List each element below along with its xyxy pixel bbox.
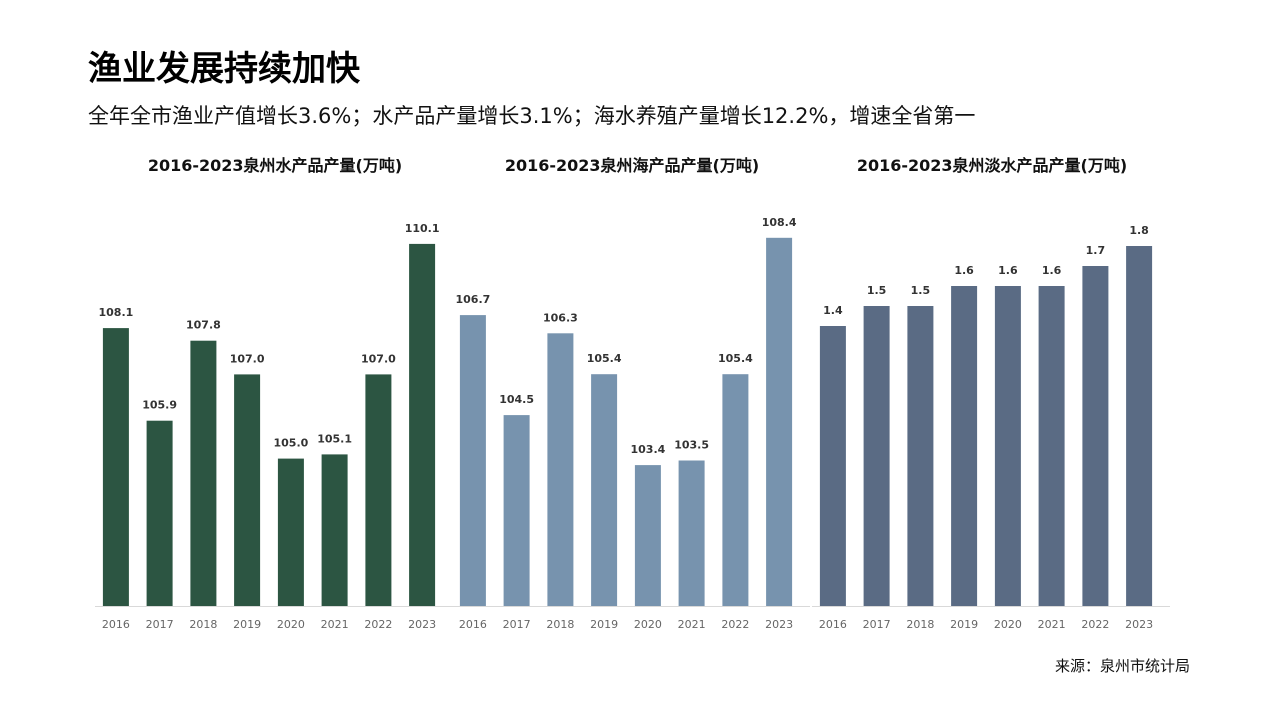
x-tick-label-2019: 2019 [950,618,978,631]
bar-2017 [503,415,530,606]
bar-2019 [234,374,261,606]
bar-2017 [863,306,890,606]
freshwater-products-bar-chart: 1.4 2016 1.5 2017 1.5 2018 1.6 2019 1.6 2020 1.6 20… [812,224,1170,631]
bar-2022 [1082,266,1109,606]
x-tick-label-2023: 2023 [765,618,793,631]
x-tick-label-2021: 2021 [321,618,349,631]
data-label-2020: 105.0 [274,437,309,450]
data-label-2021: 105.1 [317,432,352,445]
bar-2020 [277,458,304,606]
data-label-2021: 1.6 [1042,264,1062,277]
x-tick-label-2019: 2019 [233,618,261,631]
bar-2018 [190,340,217,606]
bar-2019 [951,286,978,606]
freshwater-products-chart: 2016-2023泉州淡水产品产量(万吨) 1.4 2016 1.5 2017 1.5 2… [812,150,1172,640]
x-tick-label-2020: 2020 [634,618,662,631]
x-tick-label-2018: 2018 [906,618,934,631]
source-note: 来源：泉州市统计局 [1054,657,1190,675]
x-tick-label-2018: 2018 [546,618,574,631]
data-label-2016: 108.1 [99,306,134,319]
x-tick-label-2016: 2016 [459,618,487,631]
x-tick-label-2017: 2017 [863,618,891,631]
bar-2017 [146,420,173,606]
data-label-2023: 110.1 [405,222,440,235]
data-label-2019: 1.6 [954,264,974,277]
x-tick-label-2022: 2022 [364,618,392,631]
page-title: 渔业发展持续加快 [88,49,360,89]
bar-2021 [321,454,348,606]
bar-2023 [1126,246,1153,606]
seafood-products-bar-chart: 106.7 2016 104.5 2017 106.3 2018 105.4 2019 103.… [452,216,810,631]
data-label-2023: 1.8 [1129,224,1149,237]
data-label-2022: 1.7 [1086,244,1106,257]
x-tick-label-2022: 2022 [721,618,749,631]
x-tick-label-2018: 2018 [189,618,217,631]
bar-2019 [591,374,618,606]
bar-2021 [678,460,705,606]
bar-2016 [819,326,846,606]
data-label-2018: 106.3 [543,311,578,324]
x-tick-label-2017: 2017 [146,618,174,631]
data-label-2016: 1.4 [823,304,843,317]
chart-title: 2016-2023泉州海产品产量(万吨) [504,156,760,175]
data-label-2017: 104.5 [499,393,534,406]
x-tick-label-2023: 2023 [408,618,436,631]
data-label-2020: 103.4 [631,443,666,456]
chart-title: 2016-2023泉州淡水产品产量(万吨) [856,156,1128,175]
aquatic-products-bar-chart: 108.1 2016 105.9 2017 107.8 2018 107.0 2019 105.… [95,222,453,631]
x-tick-label-2016: 2016 [819,618,847,631]
bar-2016 [459,315,486,606]
data-label-2021: 103.5 [674,439,709,452]
x-tick-label-2016: 2016 [102,618,130,631]
bar-2018 [907,306,934,606]
aquatic-products-chart: 2016-2023泉州水产品产量(万吨) 108.1 2016 105.9 2017 1… [95,150,455,640]
bar-2022 [365,374,392,606]
data-label-2020: 1.6 [998,264,1018,277]
seafood-products-chart: 2016-2023泉州海产品产量(万吨) 106.7 2016 104.5 2017 1… [452,150,812,640]
data-label-2018: 107.8 [186,319,221,332]
bar-2021 [1038,286,1065,606]
data-label-2023: 108.4 [762,216,797,229]
bar-2020 [994,286,1021,606]
x-tick-label-2021: 2021 [678,618,706,631]
x-tick-label-2023: 2023 [1125,618,1153,631]
x-tick-label-2022: 2022 [1081,618,1109,631]
x-tick-label-2017: 2017 [503,618,531,631]
data-label-2017: 105.9 [142,399,177,412]
bar-2023 [766,237,793,607]
data-label-2022: 105.4 [718,352,753,365]
x-tick-label-2019: 2019 [590,618,618,631]
x-tick-label-2020: 2020 [277,618,305,631]
bar-2016 [102,328,129,606]
page-subtitle: 全年全市渔业产值增长3.6%；水产品产量增长3.1%；海水养殖产量增长12.2%… [88,104,976,128]
bar-2023 [409,243,436,606]
data-label-2018: 1.5 [911,284,931,297]
bar-2018 [547,333,574,606]
data-label-2019: 105.4 [587,352,622,365]
chart-title: 2016-2023泉州水产品产量(万吨) [147,156,403,175]
data-label-2016: 106.7 [456,293,491,306]
bar-2022 [722,374,749,606]
x-tick-label-2020: 2020 [994,618,1022,631]
data-label-2017: 1.5 [867,284,887,297]
data-label-2019: 107.0 [230,352,265,365]
data-label-2022: 107.0 [361,352,396,365]
bar-2020 [634,465,661,606]
x-tick-label-2021: 2021 [1038,618,1066,631]
